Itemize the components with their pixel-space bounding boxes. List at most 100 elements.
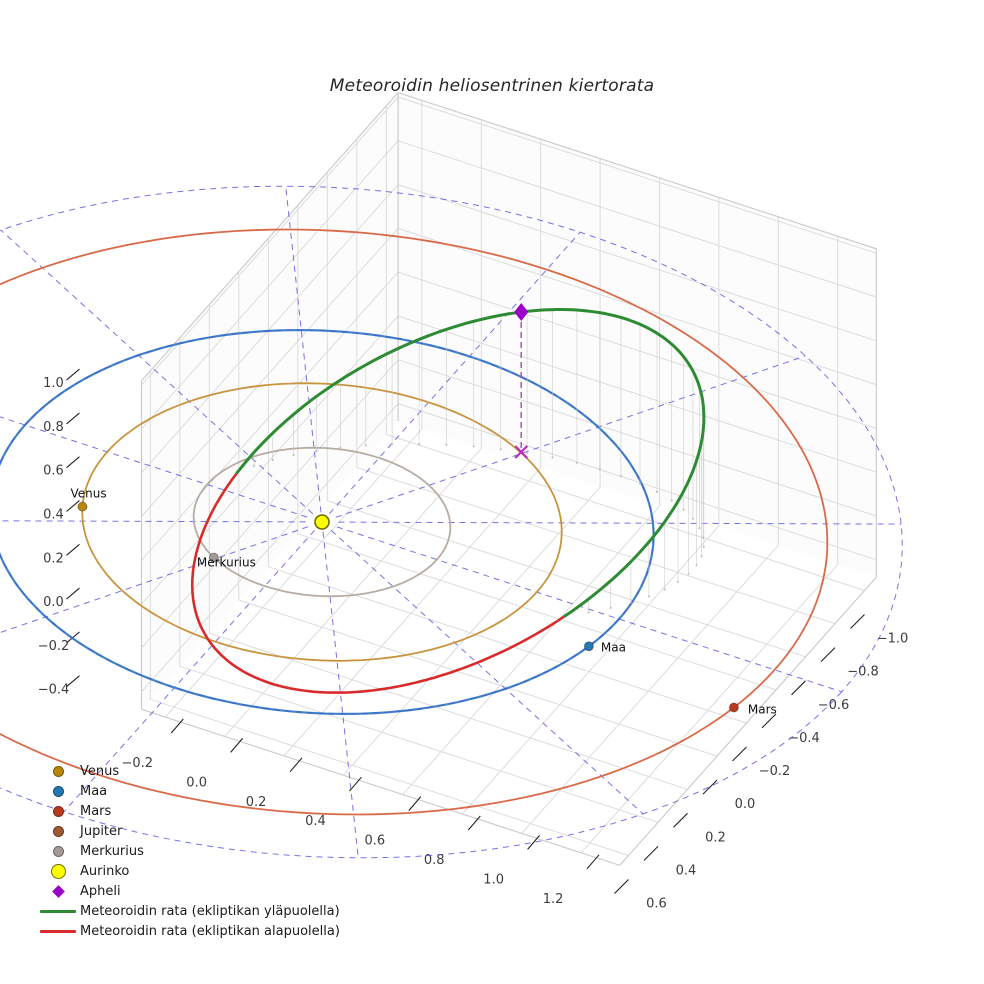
planet-label-merkurius: Merkurius: [197, 556, 256, 570]
meteoroid-stem-base: [682, 508, 685, 511]
grid-floor: [238, 599, 718, 757]
meteoroid-below-path: [191, 471, 567, 694]
axis-tick-label: 0.8: [43, 420, 64, 435]
meteoroid-stem-base: [551, 456, 554, 459]
grid-left-wall: [141, 228, 399, 517]
axis-tick-label: 0.6: [646, 896, 667, 911]
axis-tick-label: 1.0: [483, 872, 504, 887]
polar-spoke: [329, 231, 581, 515]
axis-tick: [673, 812, 688, 828]
axis-tick-label: −0.2: [38, 639, 70, 654]
legend-item[interactable]: Mars: [36, 801, 340, 821]
axis-tick-label: −0.2: [121, 756, 153, 771]
meteoroid-stem-base: [445, 443, 448, 446]
legend-item[interactable]: Jupiter: [36, 821, 340, 841]
pane-edge: [141, 92, 399, 382]
axis-tick-label: −0.4: [38, 683, 70, 698]
meteoroid-stem-base: [695, 564, 698, 567]
axis-tick: [289, 757, 303, 773]
polar-spoke: [338, 521, 902, 525]
grid-floor: [268, 566, 747, 724]
legend-label: Mars: [80, 803, 112, 819]
grid-left-wall: [141, 271, 399, 561]
grid-left-wall: [141, 359, 399, 649]
grid-floor: [150, 698, 629, 856]
plot-title: Meteoroidin heliosentrinen kiertorata: [329, 76, 655, 96]
legend-item[interactable]: Meteoroidin rata (ekliptikan yläpuolella…: [36, 901, 340, 921]
axis-tick: [66, 675, 80, 688]
axis-tick: [850, 614, 865, 629]
meteoroid-stem-base: [647, 595, 651, 598]
polar-spoke: [336, 526, 842, 693]
meteoroid-stem-base: [499, 448, 502, 451]
meteoroid-stem-base: [687, 572, 690, 575]
legend-item[interactable]: Meteoroidin rata (ekliptikan alapuolella…: [36, 921, 340, 941]
polar-spoke: [0, 526, 309, 634]
pane-left: [141, 92, 399, 710]
meteoroid-stem-base: [525, 451, 529, 454]
axis-tick: [348, 776, 362, 792]
legend: Venus Maa Mars Jupiter Merkurius Aurinko Aphel…: [36, 761, 340, 941]
polar-circle: [0, 329, 655, 715]
meteoroid-stem-base: [691, 517, 694, 520]
grid-floor: [402, 506, 660, 795]
legend-item[interactable]: Aurinko: [36, 861, 340, 881]
grid-floor: [209, 632, 688, 790]
orbit-merkurius: [192, 446, 452, 598]
polar-spoke: [63, 529, 315, 813]
axis-tick-label: 0.0: [735, 797, 756, 812]
polar-spoke: [0, 416, 308, 518]
axis-tick-label: −0.2: [759, 764, 791, 779]
axis-tick: [643, 846, 659, 861]
grid-right-wall: [397, 96, 877, 254]
meteoroid-stem-base: [575, 461, 579, 465]
axis-tick: [66, 368, 80, 381]
pane-edge: [397, 92, 877, 250]
axis-tick: [230, 738, 244, 753]
meteoroid-stem-base: [670, 499, 673, 502]
axis-tick: [66, 412, 80, 425]
meteoroid-stem-base: [364, 444, 367, 447]
legend-item[interactable]: Venus: [36, 761, 340, 781]
legend-item[interactable]: Maa: [36, 781, 340, 801]
meteoroid-above-path: [235, 308, 706, 618]
axis-tick: [791, 680, 806, 696]
axis-tick: [702, 779, 718, 795]
axis-tick: [586, 854, 600, 870]
grid-floor: [179, 665, 659, 823]
axis-tick-label: 0.2: [246, 795, 267, 810]
aphelion-projection-x-marker: [514, 445, 529, 459]
legend-sun-icon: [36, 863, 80, 879]
legend-label: Apheli: [80, 883, 121, 899]
axis-tick: [66, 500, 80, 512]
grid-floor: [580, 564, 839, 854]
grid-left-wall: [141, 96, 399, 386]
grid-right-wall: [397, 271, 877, 429]
legend-item[interactable]: Merkurius: [36, 841, 340, 861]
legend-dot-icon: [36, 765, 80, 777]
legend-dot-icon: [36, 845, 80, 857]
axis-tick-label: −0.8: [847, 665, 879, 680]
planet-label-maa: Maa: [601, 640, 626, 654]
legend-item[interactable]: Apheli: [36, 881, 340, 901]
axis-tick-label: 0.4: [43, 508, 64, 523]
axis-tick: [614, 879, 629, 894]
sun-marker: [314, 514, 330, 530]
grid-floor: [283, 467, 542, 757]
grid-floor: [297, 533, 777, 691]
orbit-mars: [0, 228, 829, 816]
pane-edge: [141, 708, 620, 866]
planet-dot-merkurius: [208, 552, 219, 563]
grid-floor: [343, 486, 601, 776]
legend-dot-icon: [36, 825, 80, 837]
legend-line-icon: [36, 909, 80, 913]
legend-line-icon: [36, 929, 80, 933]
polar-spoke: [330, 529, 644, 815]
meteoroid-stem-base: [315, 449, 318, 453]
legend-label: Venus: [80, 763, 120, 779]
meteoroid-stem-base: [619, 475, 622, 478]
axis-tick-label: 1.0: [43, 376, 64, 391]
meteoroid-stem-base: [629, 601, 632, 604]
